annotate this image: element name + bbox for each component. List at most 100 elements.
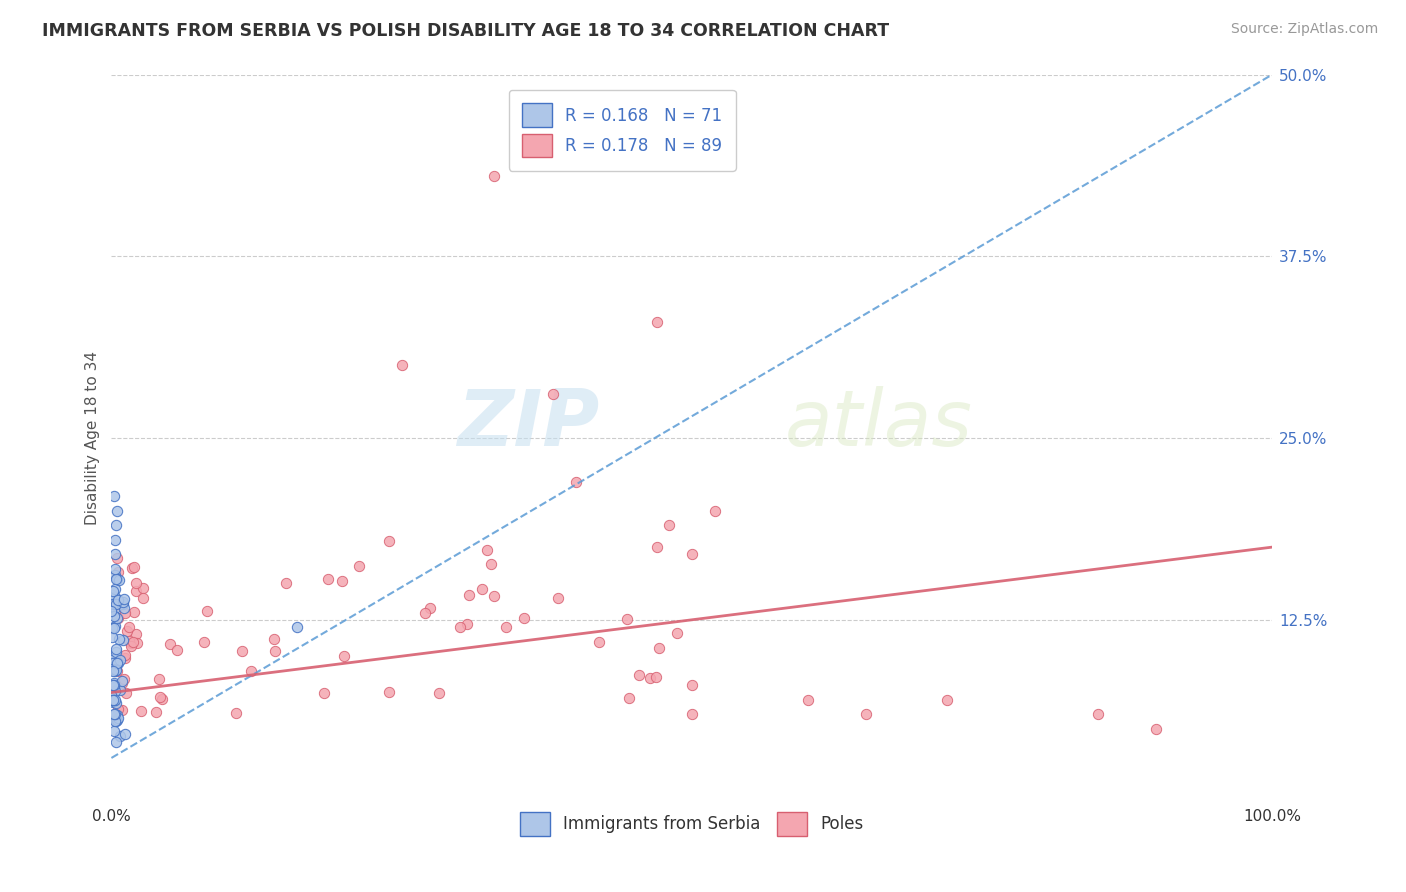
Point: [105, 665, 128, 679]
Point: [104, 654, 127, 668]
Point: [484, 169, 506, 184]
Point: [111, 676, 134, 690]
Point: [107, 566, 129, 580]
Point: [681, 547, 703, 561]
Point: [1087, 707, 1109, 722]
Point: [195, 604, 218, 618]
Point: [104, 533, 127, 547]
Point: [103, 598, 125, 612]
Point: [107, 707, 129, 722]
Y-axis label: Disability Age 18 to 34: Disability Age 18 to 34: [86, 351, 100, 525]
Point: [104, 562, 127, 576]
Point: [107, 593, 129, 607]
Point: [105, 518, 128, 533]
Point: [936, 693, 959, 707]
Point: [145, 706, 167, 720]
Point: [122, 560, 145, 574]
Point: [120, 636, 142, 650]
Point: [565, 475, 588, 489]
Point: [127, 636, 149, 650]
Point: [105, 572, 128, 586]
Text: ZIP: ZIP: [457, 385, 599, 461]
Point: [114, 686, 136, 700]
Point: [114, 648, 136, 662]
Point: [100, 688, 122, 702]
Point: [104, 598, 127, 612]
Point: [122, 605, 145, 619]
Point: [475, 543, 498, 558]
Point: [103, 724, 125, 739]
Text: IMMIGRANTS FROM SERBIA VS POLISH DISABILITY AGE 18 TO 34 CORRELATION CHART: IMMIGRANTS FROM SERBIA VS POLISH DISABIL…: [42, 22, 890, 40]
Point: [100, 604, 122, 618]
Point: [125, 575, 148, 590]
Point: [263, 643, 285, 657]
Point: [105, 642, 128, 657]
Point: [112, 600, 135, 615]
Point: [647, 641, 669, 656]
Point: [132, 591, 155, 605]
Point: [225, 706, 247, 720]
Point: [108, 729, 131, 743]
Point: [104, 547, 127, 561]
Point: [378, 685, 401, 699]
Point: [105, 611, 128, 625]
Point: [231, 643, 253, 657]
Point: [419, 600, 441, 615]
Point: [628, 667, 651, 681]
Point: [104, 684, 127, 698]
Point: [108, 598, 131, 612]
Point: [114, 606, 136, 620]
Point: [114, 727, 136, 741]
Point: [101, 631, 124, 645]
Point: [645, 315, 668, 329]
Point: [239, 664, 262, 678]
Text: Source: ZipAtlas.com: Source: ZipAtlas.com: [1230, 22, 1378, 37]
Point: [101, 678, 124, 692]
Point: [101, 664, 124, 678]
Point: [103, 676, 125, 690]
Point: [665, 626, 688, 640]
Point: [101, 622, 124, 636]
Point: [104, 693, 127, 707]
Point: [104, 707, 127, 722]
Point: [131, 704, 153, 718]
Point: [111, 674, 134, 689]
Point: [104, 645, 127, 659]
Point: [105, 504, 128, 518]
Point: [112, 594, 135, 608]
Point: [547, 591, 569, 606]
Point: [107, 711, 129, 725]
Point: [105, 551, 128, 566]
Point: [101, 597, 124, 611]
Point: [111, 598, 134, 612]
Point: [104, 618, 127, 632]
Point: [391, 359, 413, 373]
Point: [513, 611, 536, 625]
Point: [104, 590, 127, 604]
Point: [456, 617, 478, 632]
Point: [148, 672, 170, 686]
Point: [166, 642, 188, 657]
Point: [101, 583, 124, 598]
Point: [107, 656, 129, 670]
Point: [107, 632, 129, 646]
Point: [101, 693, 124, 707]
Point: [118, 633, 141, 648]
Point: [103, 651, 125, 665]
Point: [111, 632, 134, 647]
Point: [316, 572, 339, 586]
Legend: Immigrants from Serbia, Poles: Immigrants from Serbia, Poles: [512, 804, 872, 844]
Point: [114, 651, 136, 665]
Point: [108, 653, 131, 667]
Point: [105, 655, 128, 669]
Point: [638, 671, 661, 685]
Point: [103, 621, 125, 635]
Point: [103, 680, 125, 694]
Point: [330, 574, 353, 589]
Point: [101, 695, 124, 709]
Point: [458, 588, 481, 602]
Point: [704, 504, 727, 518]
Point: [125, 584, 148, 599]
Point: [101, 607, 124, 621]
Point: [105, 713, 128, 727]
